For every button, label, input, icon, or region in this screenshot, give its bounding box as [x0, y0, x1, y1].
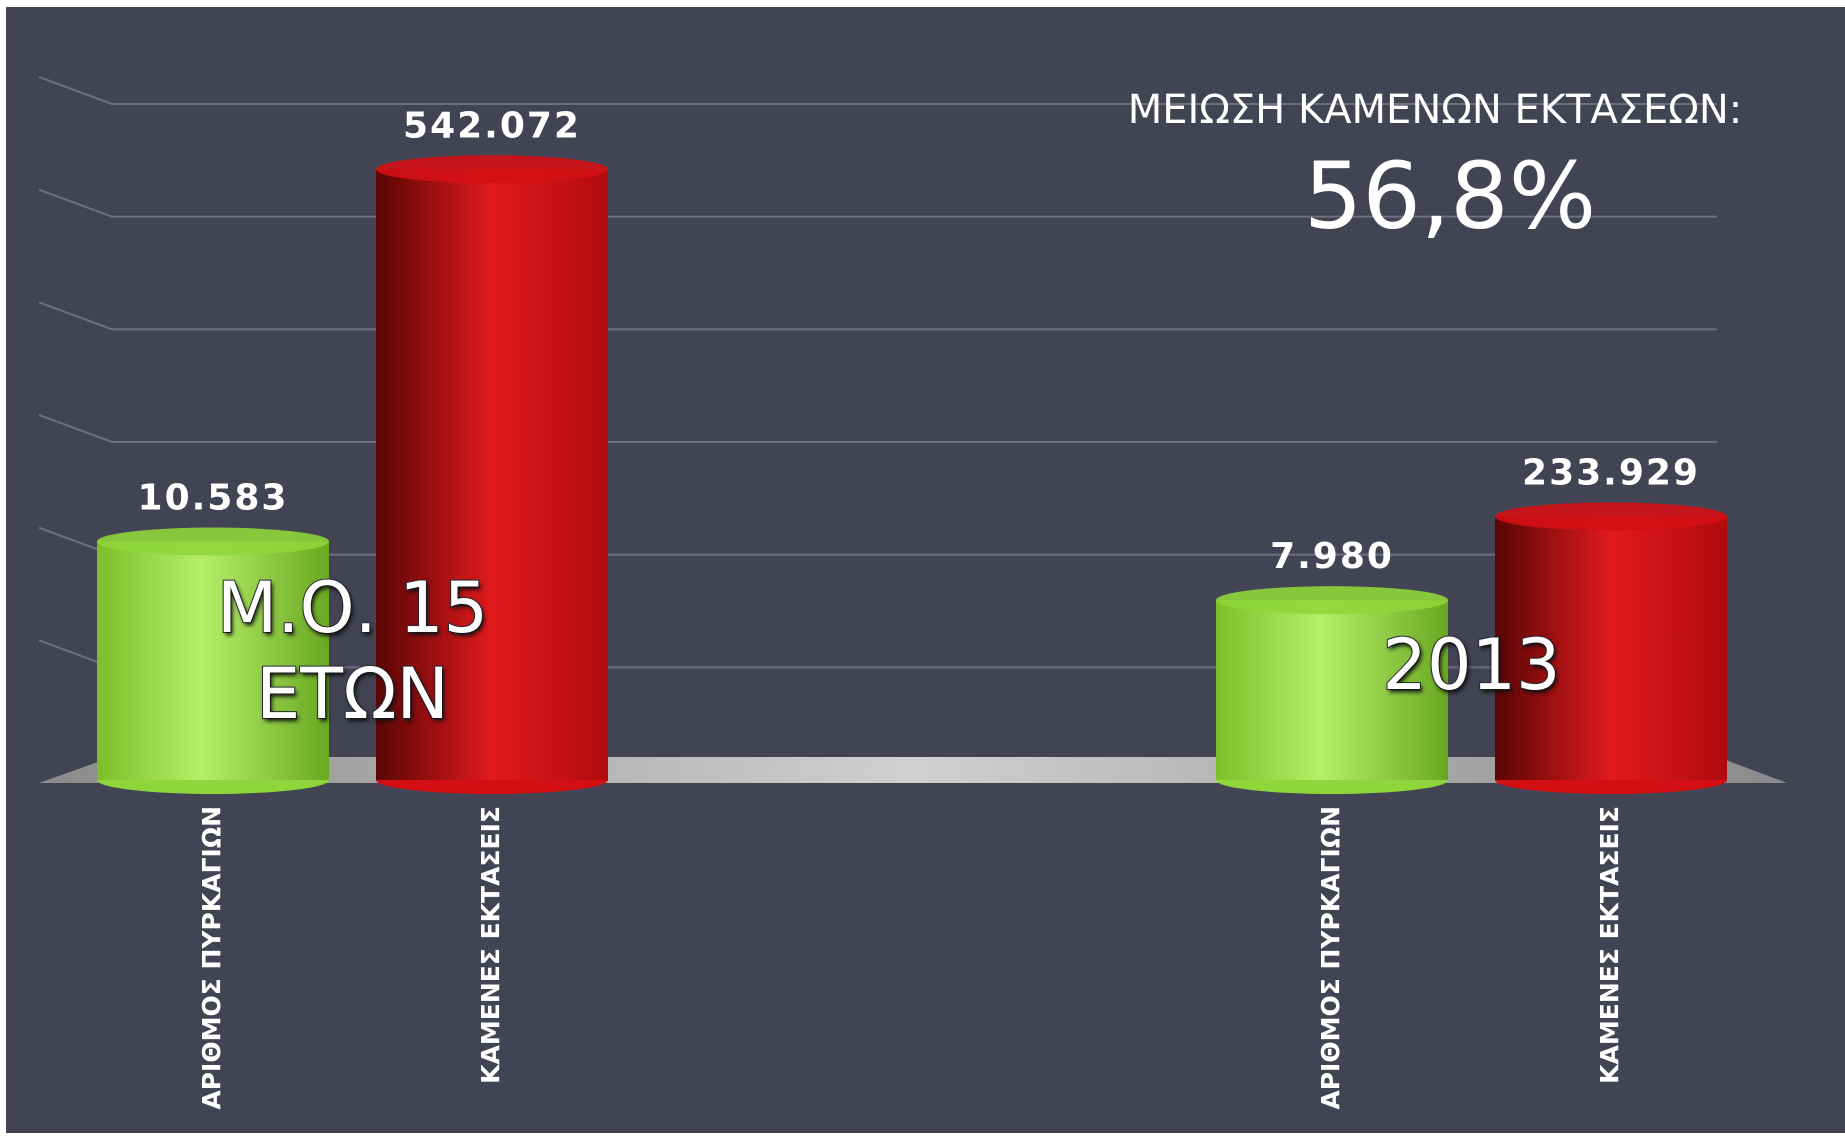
grid-line	[38, 414, 1717, 443]
x-tick-label: ΑΡΙΘΜΟΣ ΠΥΡΚΑΓΙΩΝ	[197, 806, 226, 1110]
group-label: Μ.Ο. 15 ΕΤΩΝ	[216, 566, 489, 736]
bar	[1495, 516, 1727, 780]
bar-top	[376, 155, 608, 184]
bar	[376, 169, 608, 780]
annotation: ΜΕΙΩΣΗ ΚΑΜΕΝΩΝ ΕΚΤΑΣΕΩΝ:	[1128, 87, 1743, 133]
x-tick-label: ΚΑΜΕΝΕΣ ΕΚΤΑΣΕΙΣ	[1595, 806, 1624, 1084]
data-label: 10.583	[138, 478, 289, 519]
data-label: 233.929	[1522, 452, 1700, 493]
bar	[1216, 600, 1448, 780]
group-label: 2013	[1381, 623, 1561, 707]
annotation: 56,8%	[1304, 142, 1596, 249]
data-label: 7.980	[1270, 536, 1394, 577]
grid-line	[38, 76, 1717, 105]
bar-top	[97, 527, 329, 556]
x-tick-label: ΑΡΙΘΜΟΣ ΠΥΡΚΑΓΙΩΝ	[1316, 806, 1345, 1110]
bar-top	[1495, 502, 1727, 531]
grid-line	[38, 188, 1717, 218]
bar	[97, 541, 329, 780]
x-tick-label: ΚΑΜΕΝΕΣ ΕΚΤΑΣΕΙΣ	[476, 806, 505, 1084]
grid-line	[38, 301, 1717, 331]
data-label: 542.072	[403, 105, 581, 146]
bar-top	[1216, 586, 1448, 615]
